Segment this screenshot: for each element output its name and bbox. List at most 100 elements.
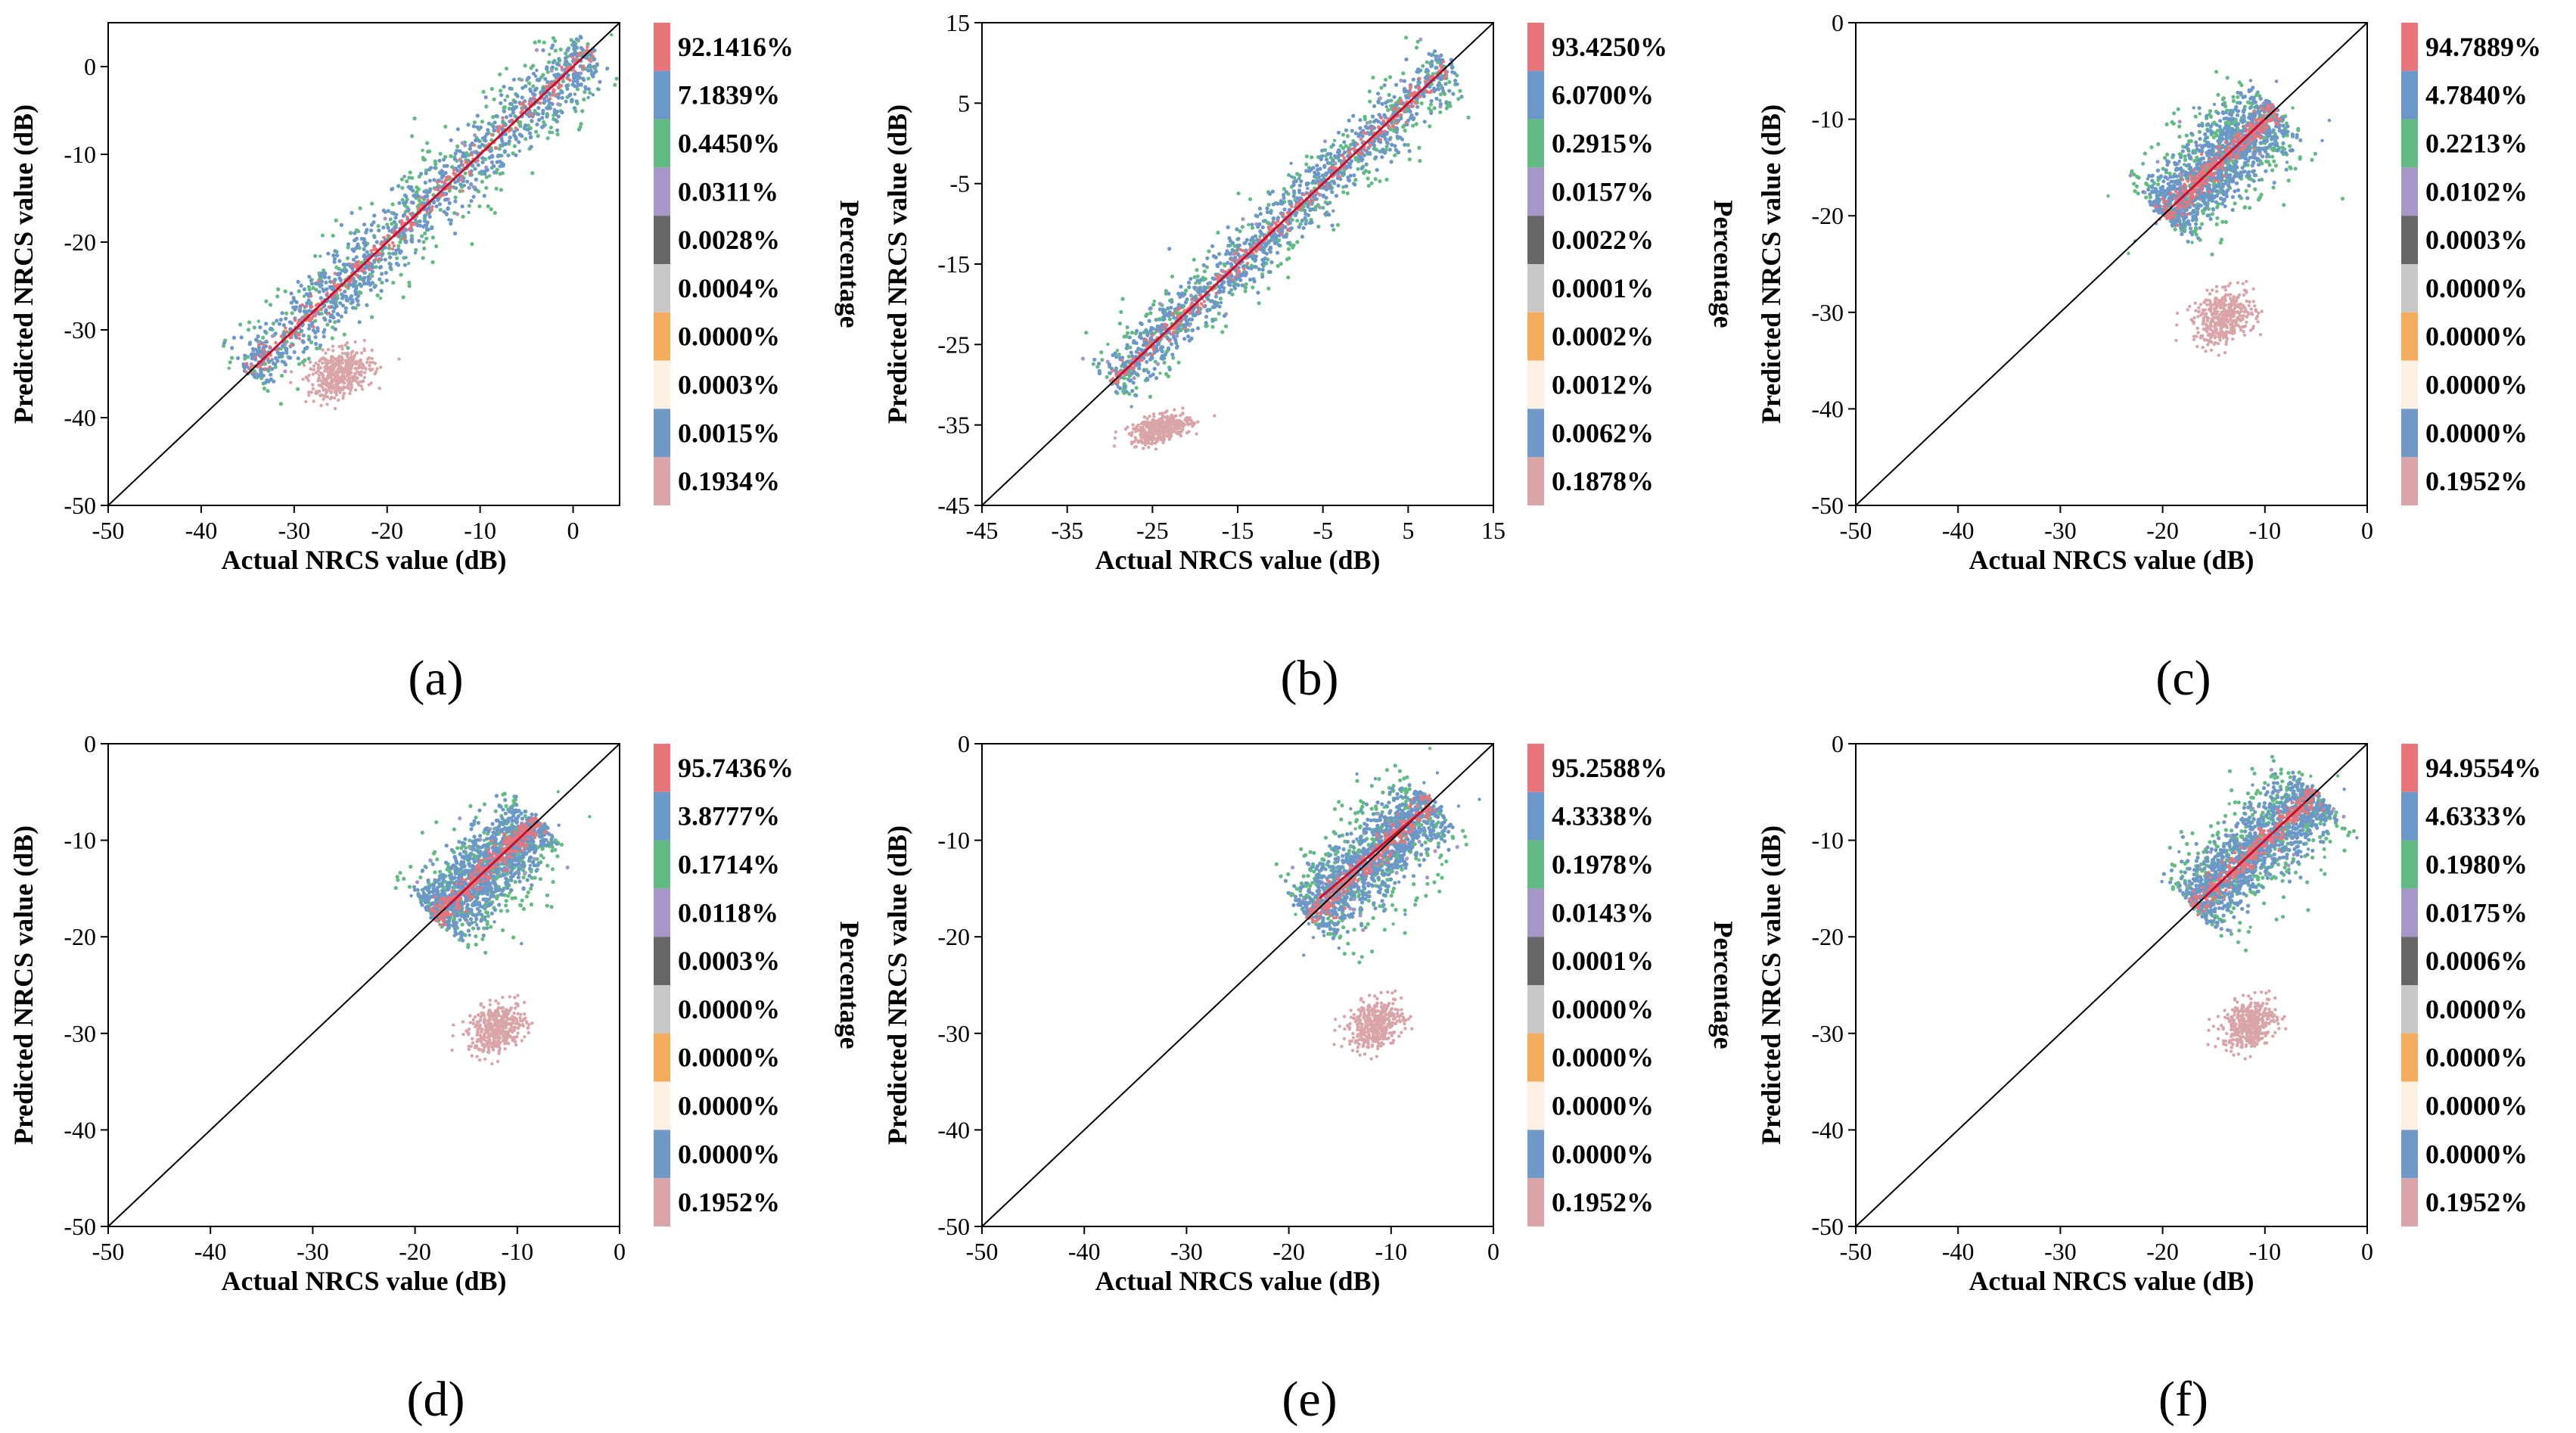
- scatter-point: [420, 195, 424, 199]
- scatter-point: [415, 190, 419, 194]
- scatter-point: [348, 231, 353, 235]
- colorbar-percentage: 0.0022%: [1552, 225, 1654, 255]
- scatter-point: [543, 76, 548, 81]
- scatter-point: [406, 185, 411, 189]
- scatter-point: [1131, 366, 1136, 371]
- scatter-point: [327, 311, 331, 316]
- scatter-point: [1134, 350, 1139, 354]
- scatter-point: [587, 58, 591, 62]
- colorbar-segment: [1527, 312, 1544, 361]
- scatter-point: [1272, 241, 1278, 245]
- y-tick-label: -50: [64, 492, 96, 519]
- scatter-point: [378, 297, 383, 300]
- scatter-point: [460, 154, 465, 159]
- scatter-point: [484, 132, 489, 137]
- scatter-point: [1387, 126, 1391, 129]
- scatter-point: [1381, 119, 1385, 123]
- scatter-point: [1260, 275, 1265, 279]
- scatter-point: [402, 231, 406, 235]
- scatter-point: [423, 194, 427, 199]
- scatter-point: [1341, 132, 1345, 137]
- scatter-point: [403, 239, 408, 244]
- scatter-point: [550, 101, 555, 106]
- scatter-point: [338, 288, 342, 292]
- scatter-point: [505, 94, 510, 98]
- scatter-point: [1195, 278, 1200, 283]
- scatter-point: [1289, 161, 1293, 166]
- scatter-point: [449, 138, 453, 142]
- scatter-point: [501, 116, 505, 120]
- scatter-point: [1428, 124, 1432, 129]
- outlier-point: [338, 355, 342, 359]
- x-tick-label: 5: [1402, 517, 1414, 544]
- scatter-point: [1368, 99, 1372, 104]
- outlier-point: [365, 357, 370, 361]
- scatter-point: [315, 311, 319, 316]
- outlier-point: [353, 340, 357, 344]
- outlier-point: [342, 391, 346, 396]
- scatter-point: [554, 67, 558, 71]
- scatter-point: [1276, 228, 1280, 233]
- scatter-point: [539, 101, 542, 105]
- outlier-point: [1142, 427, 1145, 431]
- scatter-point: [307, 275, 312, 279]
- outlier-point: [307, 390, 311, 394]
- scatter-point: [1399, 113, 1403, 117]
- scatter-point: [1380, 101, 1384, 106]
- scatter-point: [343, 289, 347, 294]
- scatter-point: [271, 322, 275, 326]
- scatter-point: [332, 301, 337, 306]
- scatter-point: [319, 306, 324, 311]
- scatter-point: [1238, 229, 1242, 234]
- scatter-point: [1411, 123, 1415, 128]
- scatter-point: [1378, 179, 1382, 184]
- scatter-point: [284, 311, 289, 316]
- scatter-point: [1341, 146, 1346, 151]
- scatter-point: [2264, 159, 2269, 163]
- scatter-point: [452, 232, 458, 236]
- y-tick-label: -10: [64, 141, 96, 168]
- scatter-point: [1383, 129, 1387, 133]
- outlier-point: [350, 384, 353, 387]
- scatter-point: [1145, 359, 1149, 364]
- scatter-point: [433, 166, 437, 170]
- scatter-point: [558, 47, 563, 51]
- scatter-point: [1100, 358, 1105, 362]
- outlier-point: [1158, 436, 1163, 440]
- scatter-point: [1321, 193, 1325, 197]
- scatter-point: [509, 118, 514, 122]
- scatter-point: [1341, 190, 1346, 194]
- scatter-point: [520, 134, 524, 138]
- outlier-point: [336, 375, 340, 380]
- scatter-point: [1251, 235, 1255, 240]
- y-tick-label: 15: [946, 9, 970, 36]
- scatter-point: [1431, 74, 1435, 78]
- scatter-point: [2211, 135, 2216, 140]
- scatter-point: [331, 253, 336, 258]
- scatter-point: [1111, 368, 1115, 373]
- scatter-point: [572, 106, 577, 110]
- scatter-point: [1374, 155, 1378, 160]
- outlier-point: [1151, 418, 1156, 422]
- scatter-point: [345, 298, 350, 303]
- scatter-point: [309, 281, 314, 286]
- outlier-point: [1161, 431, 1165, 436]
- scatter-point: [1377, 113, 1381, 117]
- scatter-point: [472, 120, 477, 125]
- scatter-point: [579, 122, 583, 126]
- scatter-point: [474, 151, 479, 155]
- scatter-point: [381, 225, 386, 230]
- scatter-point: [510, 107, 514, 111]
- scatter-point: [551, 131, 555, 135]
- outlier-point: [1142, 415, 1147, 419]
- scatter-point: [279, 373, 284, 378]
- scatter-point: [1369, 126, 1374, 130]
- scatter-point: [1432, 106, 1437, 110]
- scatter-point: [507, 129, 511, 133]
- scatter-point: [2216, 92, 2220, 97]
- scatter-point: [1407, 157, 1412, 162]
- scatter-point: [435, 180, 439, 184]
- scatter-point: [524, 112, 529, 117]
- scatter-point: [541, 124, 545, 129]
- scatter-point: [589, 68, 593, 73]
